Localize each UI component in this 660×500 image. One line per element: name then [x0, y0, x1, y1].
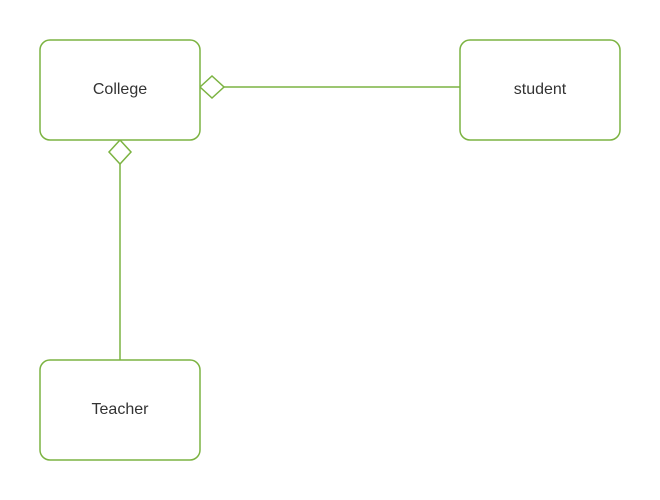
node-label: Teacher	[92, 401, 150, 418]
node-label: College	[93, 81, 147, 98]
diamond-icon	[200, 76, 224, 98]
edge-college-student	[200, 76, 460, 98]
node-college: College	[40, 40, 200, 140]
node-label: student	[514, 81, 567, 98]
node-teacher: Teacher	[40, 360, 200, 460]
diagram-canvas: College student Teacher	[0, 0, 660, 500]
node-student: student	[460, 40, 620, 140]
edge-college-teacher	[109, 140, 131, 360]
diamond-icon	[109, 140, 131, 164]
